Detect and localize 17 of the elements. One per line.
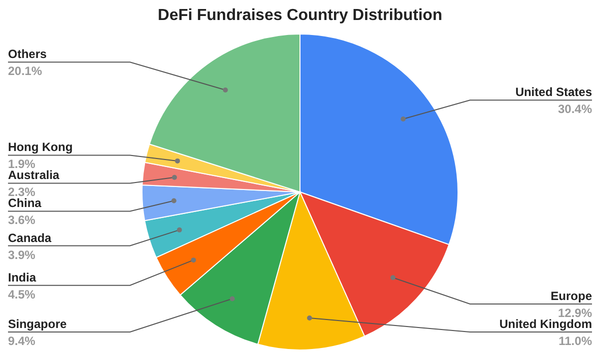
slice-label: United Kingdom <box>499 317 592 331</box>
chart-title: DeFi Fundraises Country Distribution <box>158 7 442 24</box>
slice-label: Others <box>8 47 48 62</box>
slice-label: Singapore <box>8 317 67 331</box>
data-label: 11.0% <box>558 334 592 348</box>
data-label: 12.9% <box>558 306 592 320</box>
slice-label: Canada <box>8 230 52 245</box>
data-label: 30.4% <box>558 102 592 116</box>
data-label: 3.9% <box>8 248 36 262</box>
slice-label: Europe <box>550 289 592 303</box>
data-label: 3.6% <box>8 213 36 228</box>
data-label: 20.1% <box>8 64 42 78</box>
slice-label: India <box>8 270 36 284</box>
data-label: 9.4% <box>8 334 36 348</box>
slice-label: United States <box>515 85 592 100</box>
slice-label: Hong Kong <box>8 140 73 154</box>
data-label: 4.5% <box>8 287 36 302</box>
